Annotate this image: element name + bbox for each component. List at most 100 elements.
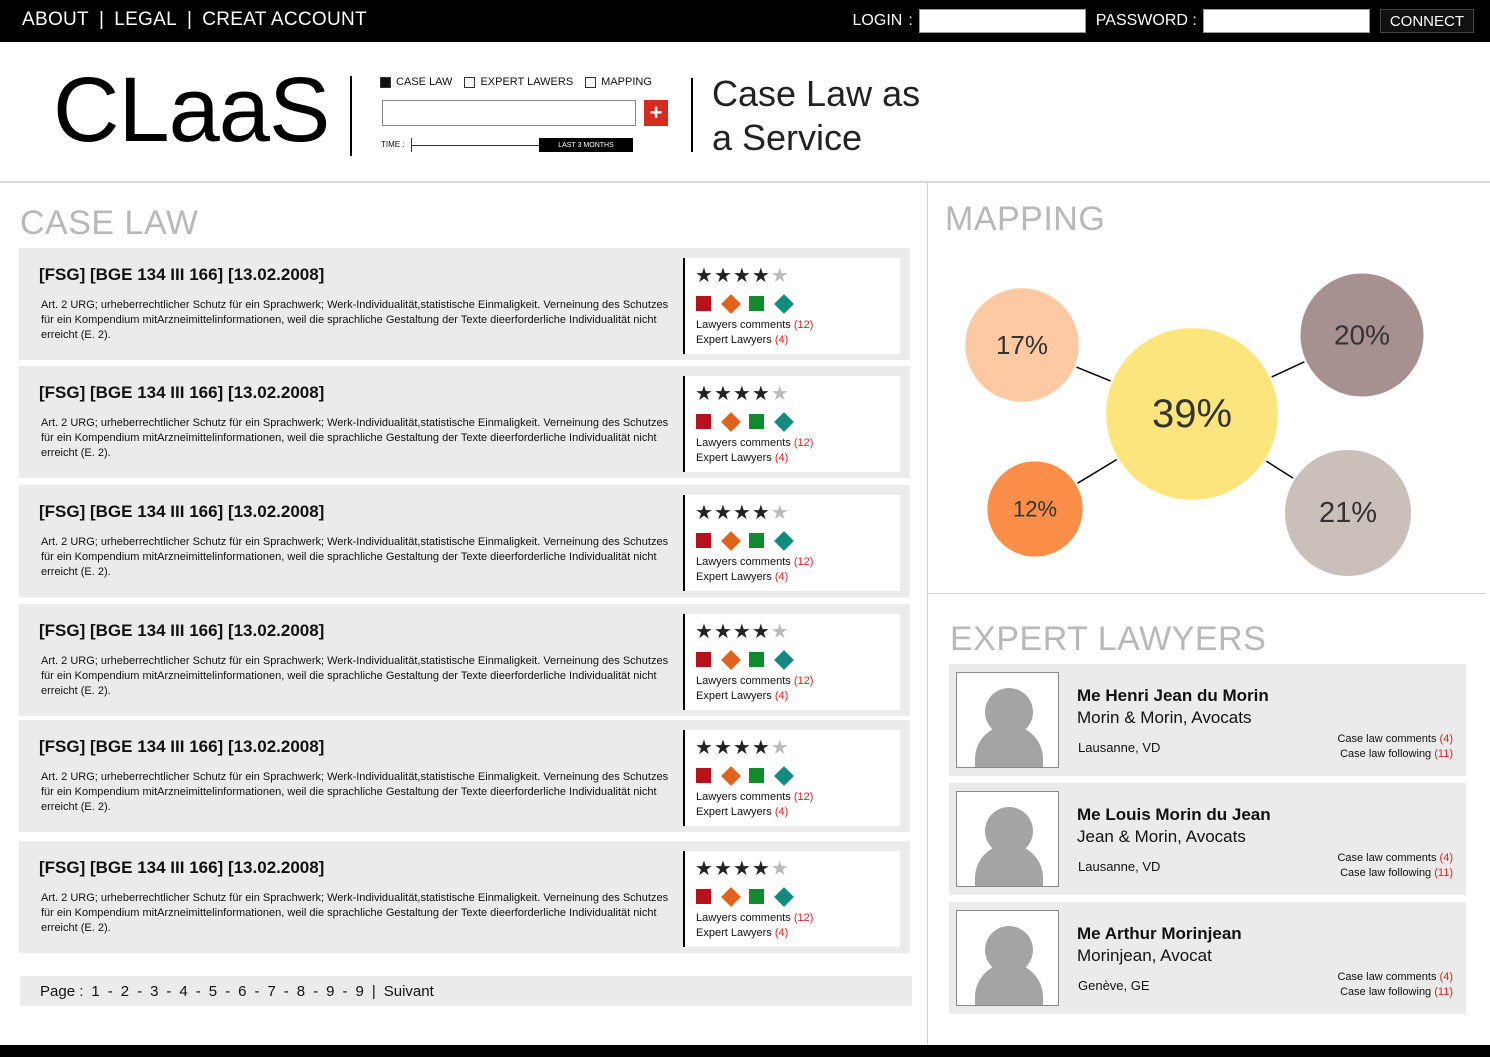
star-icon[interactable]: ★	[695, 621, 714, 643]
lawyers-comments[interactable]: Lawyers comments (12)	[696, 319, 813, 331]
rating-stars[interactable]: ★★★★★	[695, 620, 790, 644]
star-icon[interactable]: ★	[751, 737, 771, 759]
swiss-flag-icon[interactable]: +	[644, 100, 668, 126]
star-icon[interactable]: ★	[770, 737, 790, 759]
page-link[interactable]: 3	[150, 982, 159, 1000]
case-law-comments[interactable]: Case law comments (4)	[1337, 970, 1453, 985]
expert-lawyers-count[interactable]: Expert Lawyers (4)	[696, 452, 788, 464]
logo[interactable]: CLaaS	[53, 59, 330, 161]
bubble-circle[interactable]	[1300, 273, 1424, 397]
case-title[interactable]: [FSG] [BGE 134 III 166] [13.02.2008]	[39, 265, 325, 284]
case-law-following[interactable]: Case law following (11)	[1337, 866, 1453, 881]
case-title[interactable]: [FSG] [BGE 134 III 166] [13.02.2008]	[39, 383, 325, 402]
mapping-bubble[interactable]: 12%	[987, 461, 1083, 557]
case-law-item[interactable]: [FSG] [BGE 134 III 166] [13.02.2008] Art.…	[19, 485, 910, 597]
star-icon[interactable]: ★	[695, 383, 714, 405]
expert-lawyers-count[interactable]: Expert Lawyers (4)	[696, 690, 788, 702]
filter-case-law-checkbox[interactable]	[380, 76, 391, 88]
rating-stars[interactable]: ★★★★★	[695, 501, 790, 525]
case-law-item[interactable]: [FSG] [BGE 134 III 166] [13.02.2008] Art.…	[19, 841, 910, 953]
bubble-circle[interactable]	[987, 461, 1083, 557]
lawyers-comments[interactable]: Lawyers comments (12)	[696, 675, 813, 687]
case-title[interactable]: [FSG] [BGE 134 III 166] [13.02.2008]	[39, 621, 325, 640]
password-input[interactable]	[1202, 9, 1370, 33]
avatar[interactable]	[956, 791, 1059, 887]
page-link[interactable]: 4	[179, 982, 188, 1000]
bubble-circle[interactable]	[1284, 449, 1412, 577]
nav-legal-link[interactable]: LEGAL	[114, 9, 177, 30]
star-icon[interactable]: ★	[713, 858, 733, 880]
expert-lawyer-card[interactable]: Me Arthur Morinjean Morinjean, Avocat Genè…	[949, 902, 1466, 1014]
star-icon[interactable]: ★	[695, 737, 714, 759]
expert-lawyers-count[interactable]: Expert Lawyers (4)	[696, 334, 788, 346]
star-icon[interactable]: ★	[770, 265, 790, 287]
connect-button[interactable]: CONNECT	[1379, 9, 1474, 33]
mapping-bubble[interactable]: 21%	[1284, 449, 1412, 577]
next-page-link[interactable]: Suivant	[383, 982, 434, 1000]
expert-name[interactable]: Me Henri Jean du Morin	[1077, 686, 1269, 705]
star-icon[interactable]: ★	[732, 383, 752, 405]
rating-stars[interactable]: ★★★★★	[695, 264, 790, 288]
page-link[interactable]: 7	[267, 982, 276, 1000]
filter-mapping[interactable]: MAPPING	[585, 76, 652, 88]
page-link[interactable]: 5	[208, 982, 218, 1000]
case-law-following[interactable]: Case law following (11)	[1337, 747, 1453, 762]
lawyers-comments[interactable]: Lawyers comments (12)	[696, 912, 813, 924]
page-link[interactable]: 1	[91, 982, 100, 1000]
star-icon[interactable]: ★	[751, 502, 771, 524]
star-icon[interactable]: ★	[751, 265, 771, 287]
case-law-item[interactable]: [FSG] [BGE 134 III 166] [13.02.2008] Art.…	[19, 366, 910, 478]
lawyers-comments[interactable]: Lawyers comments (12)	[696, 556, 813, 568]
star-icon[interactable]: ★	[732, 621, 752, 643]
star-icon[interactable]: ★	[732, 502, 752, 524]
star-icon[interactable]: ★	[695, 858, 714, 880]
nav-create-account-link[interactable]: CREAT ACCOUNT	[202, 9, 367, 30]
star-icon[interactable]: ★	[695, 265, 714, 287]
expert-name[interactable]: Me Arthur Morinjean	[1077, 924, 1242, 943]
avatar[interactable]	[956, 672, 1059, 768]
expert-name[interactable]: Me Louis Morin du Jean	[1077, 805, 1271, 824]
filter-mapping-checkbox[interactable]	[585, 76, 597, 88]
case-law-item[interactable]: [FSG] [BGE 134 III 166] [13.02.2008] Art.…	[19, 720, 910, 832]
rating-stars[interactable]: ★★★★★	[695, 857, 790, 881]
mapping-bubble[interactable]: 39%	[1106, 328, 1278, 500]
star-icon[interactable]: ★	[770, 858, 790, 880]
filter-expert-lawers[interactable]: EXPERT LAWERS	[464, 76, 573, 88]
mapping-bubble[interactable]: 17%	[965, 288, 1079, 402]
time-slider-track[interactable]	[411, 145, 631, 146]
star-icon[interactable]: ★	[751, 858, 771, 880]
expert-lawyers-count[interactable]: Expert Lawyers (4)	[696, 806, 788, 818]
star-icon[interactable]: ★	[751, 383, 771, 405]
star-icon[interactable]: ★	[770, 621, 790, 643]
search-input[interactable]	[382, 100, 636, 126]
page-link[interactable]: 9	[355, 982, 364, 1000]
case-law-item[interactable]: [FSG] [BGE 134 III 166] [13.02.2008] Art.…	[19, 604, 910, 716]
case-title[interactable]: [FSG] [BGE 134 III 166] [13.02.2008]	[39, 858, 325, 877]
lawyers-comments[interactable]: Lawyers comments (12)	[696, 437, 813, 449]
login-input[interactable]	[918, 9, 1086, 33]
star-icon[interactable]: ★	[751, 621, 771, 643]
page-link[interactable]: 6	[238, 982, 247, 1000]
star-icon[interactable]: ★	[713, 383, 733, 405]
rating-stars[interactable]: ★★★★★	[695, 382, 790, 406]
star-icon[interactable]: ★	[732, 737, 752, 759]
expert-lawyer-card[interactable]: Me Henri Jean du Morin Morin & Morin, Avo…	[949, 664, 1466, 776]
case-law-item[interactable]: [FSG] [BGE 134 III 166] [13.02.2008] Art.…	[19, 248, 910, 360]
expert-lawyers-count[interactable]: Expert Lawyers (4)	[696, 571, 788, 583]
lawyers-comments[interactable]: Lawyers comments (12)	[696, 791, 813, 803]
avatar[interactable]	[956, 910, 1059, 1006]
star-icon[interactable]: ★	[695, 502, 714, 524]
filter-expert-lawers-checkbox[interactable]	[464, 76, 476, 88]
star-icon[interactable]: ★	[770, 502, 790, 524]
bubble-circle[interactable]	[965, 288, 1079, 402]
rating-stars[interactable]: ★★★★★	[695, 736, 790, 760]
expert-lawyer-card[interactable]: Me Louis Morin du Jean Jean & Morin, Avoc…	[949, 783, 1466, 895]
expert-lawyers-count[interactable]: Expert Lawyers (4)	[696, 927, 788, 939]
star-icon[interactable]: ★	[713, 621, 733, 643]
case-law-comments[interactable]: Case law comments (4)	[1337, 851, 1453, 866]
star-icon[interactable]: ★	[713, 737, 733, 759]
star-icon[interactable]: ★	[713, 265, 733, 287]
mapping-bubble[interactable]: 20%	[1300, 273, 1424, 397]
star-icon[interactable]: ★	[732, 265, 752, 287]
page-link[interactable]: 2	[120, 982, 130, 1000]
